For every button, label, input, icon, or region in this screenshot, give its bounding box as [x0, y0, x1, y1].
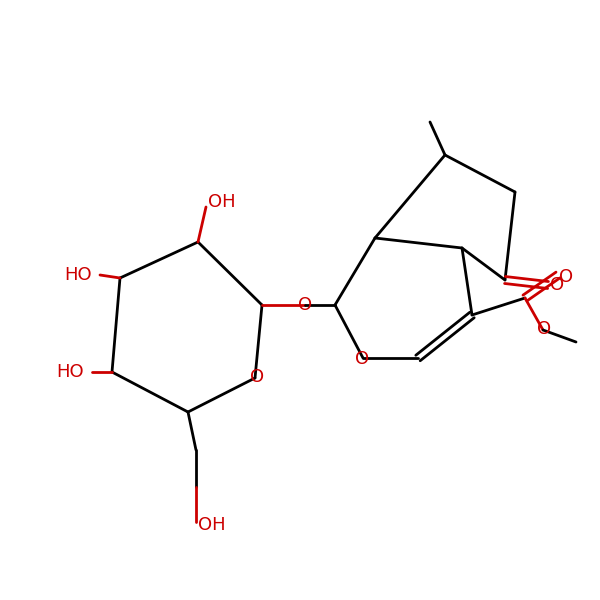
Text: O: O	[559, 268, 573, 286]
Text: HO: HO	[56, 363, 84, 381]
Text: O: O	[298, 296, 312, 314]
Text: O: O	[550, 276, 564, 294]
Text: O: O	[250, 368, 264, 386]
Text: OH: OH	[208, 193, 236, 211]
Text: OH: OH	[198, 516, 226, 534]
Text: O: O	[537, 320, 551, 338]
Text: O: O	[355, 350, 369, 368]
Text: HO: HO	[64, 266, 92, 284]
